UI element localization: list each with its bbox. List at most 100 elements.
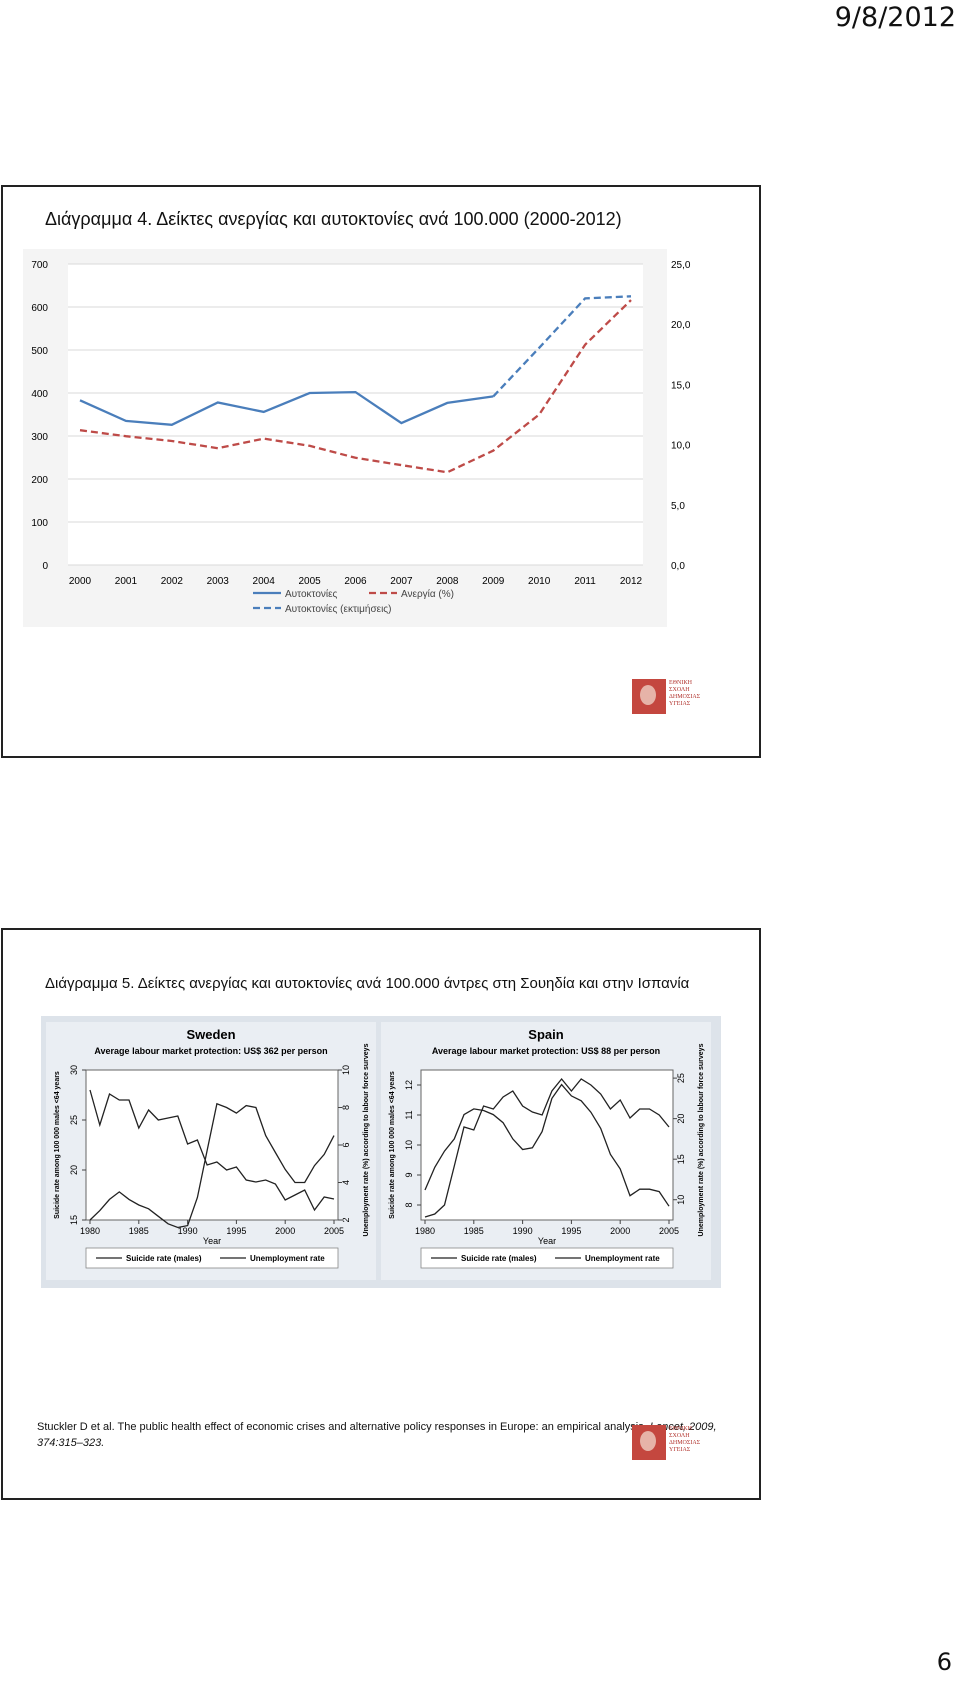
sweden-left-tick-label: 25 <box>69 1115 79 1125</box>
sweden-x-axis-label: Year <box>203 1236 221 1246</box>
spain-x-axis-label: Year <box>538 1236 556 1246</box>
spain-right-tick-label: 25 <box>676 1073 686 1083</box>
sweden-subtitle: Average labour market protection: US$ 36… <box>94 1046 327 1056</box>
chart1-right-tick-label: 20,0 <box>671 320 691 331</box>
chart1-series-line <box>79 299 632 474</box>
sweden-series-line <box>89 1089 335 1212</box>
sweden-legend-box <box>85 1247 339 1269</box>
chart1-x-tick-label: 2002 <box>161 576 184 587</box>
citation-journal: Lancet, 2009, <box>649 1421 717 1433</box>
spain-right-axis-label: Unemployment rate (%) according to labou… <box>698 1043 705 1236</box>
chart1-right-tick-label: 5,0 <box>671 501 685 512</box>
chart1-left-tick-label: 600 <box>31 303 48 314</box>
chart1-x-tick-label: 2007 <box>390 576 413 587</box>
slide1-title: Διάγραμμα 4. Δείκτες ανεργίας και αυτοκτ… <box>45 209 622 229</box>
chart1-x-tick-label: 2012 <box>620 576 643 587</box>
chart1-left-tick-label: 500 <box>31 346 48 357</box>
spain-left-tick-label: 9 <box>404 1172 414 1177</box>
chart1-legend-label: Ανεργία (%) <box>401 588 454 600</box>
spain-x-tick-label: 2005 <box>659 1226 679 1236</box>
chart1-left-tick-label: 700 <box>31 260 48 271</box>
sweden-x-tick-label: 2005 <box>324 1226 344 1236</box>
chart1-left-tick-label: 0 <box>42 561 48 572</box>
sweden-left-tick-label: 20 <box>69 1165 79 1175</box>
sweden-plot-area <box>85 1069 339 1221</box>
chart1-x-tick-label: 2010 <box>528 576 551 587</box>
spain-left-tick-label: 12 <box>404 1080 414 1090</box>
chart1-x-tick-label: 2005 <box>298 576 321 587</box>
sweden-panel: Sweden Average labour market protection: … <box>46 1022 376 1280</box>
chart1-right-tick-label: 0,0 <box>671 561 685 572</box>
sweden-x-tick-label: 1980 <box>80 1226 100 1236</box>
sweden-right-axis-label: Unemployment rate (%) according to labou… <box>363 1043 370 1236</box>
sweden-title: Sweden <box>186 1027 235 1042</box>
sweden-legend-label: Suicide rate (males) <box>126 1254 202 1263</box>
chart1-legend-label: Αυτοκτονίες (εκτιμήσεις) <box>285 603 391 615</box>
logo-text: ΕΘΝΙΚΗ ΣΧΟΛΗ ΔΗΜΟΣΙΑΣ ΥΓΕΙΑΣ <box>669 1426 701 1453</box>
spain-left-axis-label: Suicide rate among 100 000 males <64 yea… <box>389 1071 396 1219</box>
spain-right-tick-label: 20 <box>676 1114 686 1124</box>
spain-right-tick-label: 15 <box>676 1154 686 1164</box>
spain-x-tick-label: 1985 <box>464 1226 484 1236</box>
citation-pages: 374:315–323. <box>37 1437 105 1449</box>
sweden-x-tick-label: 2000 <box>275 1226 295 1236</box>
spain-subtitle: Average labour market protection: US$ 88… <box>432 1046 660 1056</box>
sweden-left-axis-label: Suicide rate among 100 000 males <64 yea… <box>54 1071 61 1219</box>
chart1-x-tick-label: 2009 <box>482 576 505 587</box>
sweden-right-tick-label: 8 <box>341 1105 351 1110</box>
spain-panel: Spain Average labour market protection: U… <box>381 1022 711 1280</box>
spain-series-line <box>424 1077 670 1218</box>
sweden-right-tick-label: 2 <box>341 1217 351 1222</box>
chart1-left-tick-label: 100 <box>31 518 48 529</box>
sweden-x-tick-label: 1990 <box>178 1226 198 1236</box>
chart1-series-line <box>492 295 632 398</box>
page-number: 6 <box>936 1648 952 1676</box>
header-date: 9/8/2012 <box>834 2 956 33</box>
spain-left-tick-label: 11 <box>404 1110 414 1119</box>
school-logo: ΕΘΝΙΚΗ ΣΧΟΛΗ ΔΗΜΟΣΙΑΣ ΥΓΕΙΑΣ <box>632 1425 712 1460</box>
spain-left-tick-label: 8 <box>404 1202 414 1207</box>
spain-legend-label: Suicide rate (males) <box>461 1254 537 1263</box>
spain-legend-label: Unemployment rate <box>585 1254 660 1263</box>
citation-text: Stuckler D et al. The public health effe… <box>37 1421 647 1433</box>
sweden-series-line <box>89 1102 335 1229</box>
slide-chart-sweden-spain: Διάγραμμα 5. Δείκτες ανεργίας και αυτοκτ… <box>1 928 761 1500</box>
spain-left-tick-label: 10 <box>404 1140 414 1150</box>
chart1-series-line <box>79 390 494 426</box>
chart1-x-tick-label: 2004 <box>253 576 276 587</box>
chart1-x-tick-label: 2003 <box>207 576 230 587</box>
chart1-legend-label: Αυτοκτονίες <box>285 588 338 600</box>
sweden-x-tick-label: 1985 <box>129 1226 149 1236</box>
chart1-right-tick-label: 15,0 <box>671 380 691 391</box>
chart1-right-tick-label: 25,0 <box>671 260 691 271</box>
spain-series-line <box>424 1083 670 1207</box>
sweden-right-tick-label: 6 <box>341 1142 351 1147</box>
logo-text: ΕΘΝΙΚΗ ΣΧΟΛΗ ΔΗΜΟΣΙΑΣ ΥΓΕΙΑΣ <box>669 680 701 707</box>
sweden-right-tick-label: 4 <box>341 1180 351 1185</box>
chart1-left-tick-label: 300 <box>31 432 48 443</box>
spain-title: Spain <box>528 1027 563 1042</box>
chart1-x-tick-label: 2001 <box>115 576 138 587</box>
chart1-right-tick-label: 10,0 <box>671 441 691 452</box>
spain-plot-area <box>420 1069 674 1221</box>
slide2-title: Διάγραμμα 5. Δείκτες ανεργίας και αυτοκτ… <box>45 975 690 992</box>
logo-emblem-icon <box>632 679 666 714</box>
sweden-legend-label: Unemployment rate <box>250 1254 325 1263</box>
spain-legend-box <box>420 1247 674 1269</box>
spain-right-tick-label: 10 <box>676 1195 686 1205</box>
sweden-left-tick-label: 15 <box>69 1215 79 1225</box>
chart1-left-tick-label: 400 <box>31 389 48 400</box>
sweden-right-tick-label: 10 <box>341 1065 351 1075</box>
spain-x-tick-label: 1995 <box>561 1226 581 1236</box>
chart1-x-tick-label: 2006 <box>344 576 367 587</box>
slide-chart-greece: Διάγραμμα 4. Δείκτες ανεργίας και αυτοκτ… <box>1 185 761 758</box>
sweden-left-tick-label: 30 <box>69 1065 79 1075</box>
sweden-spain-chart-panel: Sweden Average labour market protection: … <box>41 1016 721 1288</box>
school-logo: ΕΘΝΙΚΗ ΣΧΟΛΗ ΔΗΜΟΣΙΑΣ ΥΓΕΙΑΣ <box>632 679 712 714</box>
logo-emblem-icon <box>632 1425 666 1460</box>
chart1-left-tick-label: 200 <box>31 475 48 486</box>
spain-x-tick-label: 2000 <box>610 1226 630 1236</box>
spain-x-tick-label: 1990 <box>513 1226 533 1236</box>
greece-suicide-unemployment-chart: 0 100 200 300 400 500 600 700 0,0 5,0 10,0 15,0 20,0… <box>23 249 745 647</box>
chart1-x-tick-label: 2011 <box>574 576 596 587</box>
